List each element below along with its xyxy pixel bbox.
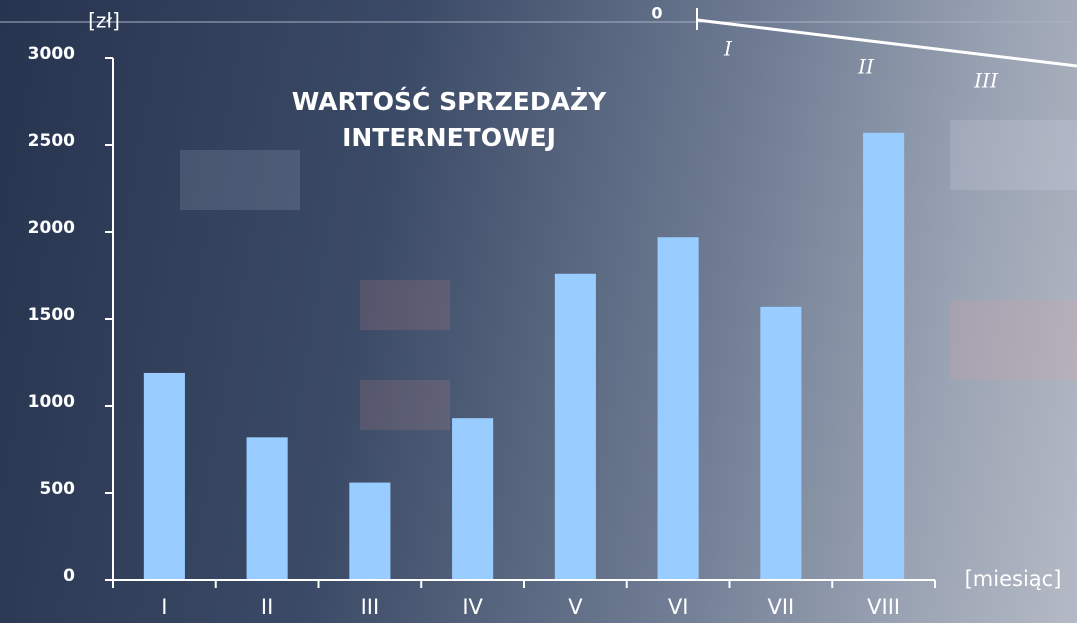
y-tick-label: 1000 — [28, 392, 75, 412]
bar — [247, 437, 288, 580]
x-tick-label: VI — [668, 595, 689, 619]
y-tick-label: 500 — [40, 479, 76, 499]
bar — [658, 237, 699, 580]
x-tick-label: VII — [767, 595, 794, 619]
x-axis-label: [miesiąc] — [965, 567, 1062, 591]
y-axis-label: [zł] — [88, 9, 120, 33]
bar — [349, 483, 390, 580]
x-tick-label: I — [161, 595, 167, 619]
chart-title: WARTOŚĆ SPRZEDAŻY INTERNETOWEJ — [229, 84, 669, 156]
x-tick-label: V — [568, 595, 583, 619]
ornament-label: III — [973, 69, 999, 93]
y-tick-label: 2500 — [28, 131, 75, 151]
ornament-label: II — [857, 55, 875, 79]
ornament-axis — [697, 20, 1077, 66]
y-tick-label: 2000 — [28, 218, 75, 238]
x-tick-label: VIII — [867, 595, 900, 619]
bar — [555, 274, 596, 580]
bar — [452, 418, 493, 580]
y-tick-label: 3000 — [28, 44, 75, 64]
background-drawers — [180, 120, 1077, 430]
y-tick-label: 0 — [63, 566, 75, 586]
bar — [760, 307, 801, 580]
ornament-zero: 0 — [651, 4, 662, 23]
slide: 0 I II III [zł] [miesiąc] 05001000150020… — [0, 0, 1077, 623]
ornament-label: I — [723, 37, 733, 61]
y-tick-label: 1500 — [28, 305, 75, 325]
x-tick-label: III — [361, 595, 380, 619]
x-tick-label: IV — [462, 595, 483, 619]
bar — [144, 373, 185, 580]
bar — [863, 133, 904, 580]
x-tick-label: II — [261, 595, 273, 619]
